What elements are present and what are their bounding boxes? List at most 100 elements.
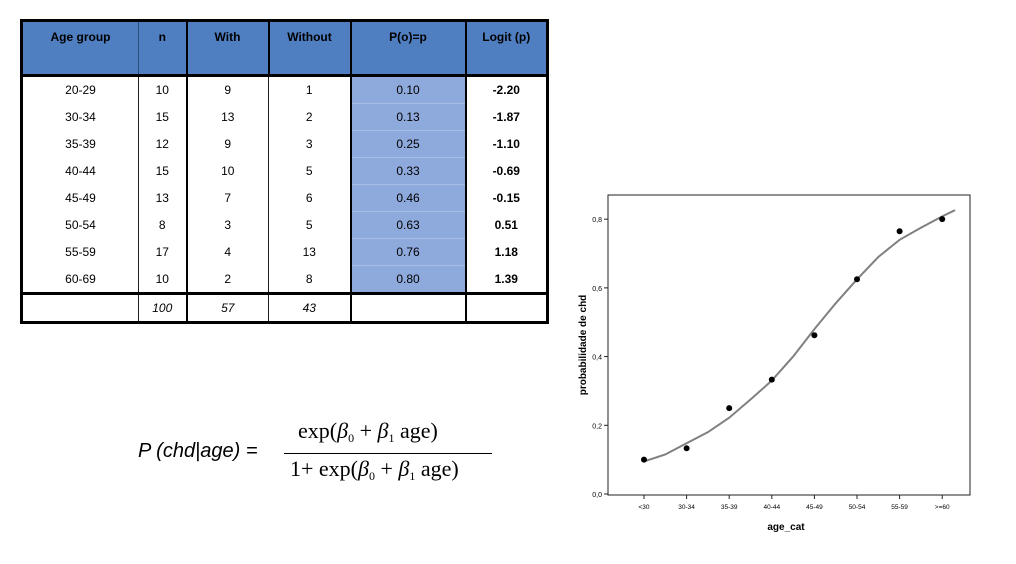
total-cell-label: [21, 292, 139, 323]
formula-sub1-den: 1: [409, 469, 416, 483]
age-group-cell: 50-54: [65, 218, 96, 232]
age-group-cell: 20-29: [65, 83, 96, 98]
formula-beta0: β: [337, 418, 349, 443]
logit-cell: 1.18: [494, 245, 518, 259]
data-point: [683, 445, 690, 452]
y-tick-label: 0,2: [592, 423, 602, 430]
table-row: 50-54 8 3 5 0.63 0.51: [22, 211, 548, 239]
x-tick-label: 55-59: [891, 504, 908, 511]
with-cell: 10: [185, 157, 269, 185]
without-cell: 3: [268, 130, 351, 158]
logit-cell: -1.10: [492, 137, 520, 151]
formula-sub1: 1: [388, 431, 395, 445]
age-group-cell: 35-39: [65, 137, 96, 151]
age-group-cell: 55-59: [65, 245, 96, 259]
age-group-cell: 60-69: [65, 271, 96, 286]
with-cell: 13: [185, 103, 269, 131]
x-tick-label: 30-34: [678, 504, 695, 511]
x-tick-label: 50-54: [849, 504, 866, 511]
table-row: 35-39 12 9 3 0.25 -1.10: [22, 130, 548, 158]
header-logit: Logit (p): [465, 20, 548, 77]
formula-exp-den: exp(: [318, 456, 359, 481]
formula-sub0-den: 0: [368, 469, 375, 483]
formula-beta0-den: β: [358, 456, 369, 481]
y-tick-label: 0,4: [592, 355, 602, 362]
data-point: [854, 276, 860, 283]
x-tick-label: <30: [638, 504, 649, 511]
table-row: 20-29 10 9 1 0.10 -2.20: [22, 75, 548, 104]
table-row: 45-49 13 7 6 0.46 -0.15: [22, 184, 548, 212]
age-group-cell: 45-49: [65, 191, 96, 205]
formula-sub0: 0: [348, 431, 355, 445]
p-cell: 0.63: [349, 211, 467, 239]
logit-cell: -0.69: [492, 164, 520, 178]
total-cell-n: 100: [138, 292, 187, 323]
probability-chart: 0,0 0,2 0,4 0,6 0,8 <30 30-34 35-39 40-44 45-49 5…: [578, 194, 971, 533]
age-group-table: Age group n With Without P(o)=p Logit (p…: [20, 19, 549, 324]
formula-age: age): [394, 418, 438, 443]
table-row: 60-69 10 2 8 0.80 1.39: [22, 265, 548, 294]
logistic-formula: P (chd|age) = exp(β0 + β1 age) 1+ exp(β0…: [138, 418, 518, 488]
n-cell: 10: [138, 265, 187, 294]
x-tick-label: 35-39: [721, 504, 738, 511]
data-point: [641, 456, 647, 463]
formula-plus: +: [354, 418, 378, 443]
without-cell: 8: [268, 265, 351, 294]
table-row: 55-59 17 4 13 0.76 1.18: [22, 238, 548, 266]
x-tick-label: 40-44: [763, 504, 780, 511]
n-cell: 13: [138, 184, 187, 212]
header-age-group: Age group: [21, 20, 139, 77]
formula-lhs: P (chd|age) =: [138, 440, 258, 462]
n-cell: 10: [138, 75, 187, 104]
total-cell-without: 43: [268, 292, 351, 323]
p-cell: 0.33: [349, 157, 467, 185]
y-tick-label: 0,6: [592, 286, 602, 293]
p-cell: 0.76: [349, 238, 467, 266]
formula-exp: exp(: [298, 418, 338, 443]
n-cell: 15: [138, 103, 187, 131]
x-axis: <30 30-34 35-39 40-44 45-49 50-54 55-59 >=60: [638, 495, 950, 511]
y-axis-label: probabilidade de chd: [578, 295, 589, 396]
age-group-cell: 30-34: [65, 110, 96, 124]
table-row: 30-34 15 13 2 0.13 -1.87: [22, 103, 548, 131]
formula-beta1: β: [377, 418, 389, 443]
total-cell-p: [349, 292, 467, 323]
with-cell: 3: [185, 211, 269, 239]
header-probability: P(o)=p: [349, 20, 467, 77]
without-cell: 6: [268, 184, 351, 212]
without-cell: 2: [268, 103, 351, 131]
logit-cell: 1.39: [494, 271, 518, 286]
n-cell: 8: [138, 211, 187, 239]
n-cell: 12: [138, 130, 187, 158]
x-tick-label: >=60: [935, 504, 950, 511]
without-cell: 13: [268, 238, 351, 266]
logit-cell: -2.20: [492, 83, 520, 98]
formula-beta1-den: β: [398, 456, 410, 481]
with-cell: 2: [185, 265, 269, 294]
data-point: [939, 216, 946, 223]
without-cell: 5: [268, 211, 351, 239]
without-cell: 1: [268, 75, 351, 104]
p-cell: 0.10: [349, 75, 467, 104]
p-cell: 0.13: [349, 103, 467, 131]
with-cell: 9: [185, 130, 269, 158]
table-header-row: Age group n With Without P(o)=p Logit (p…: [21, 20, 548, 77]
formula-one-plus: 1+: [290, 456, 319, 481]
y-tick-label: 0,8: [592, 217, 602, 224]
n-cell: 17: [138, 238, 187, 266]
data-point: [896, 228, 903, 235]
y-axis: 0,0 0,2 0,4 0,6 0,8: [592, 217, 608, 499]
with-cell: 4: [185, 238, 269, 266]
y-tick-label: 0,0: [592, 492, 602, 499]
logit-cell: 0.51: [494, 218, 518, 232]
formula-plus-den: +: [374, 456, 399, 481]
formula-numerator: exp(β0 + β1 age): [298, 418, 438, 446]
logit-cell: -1.87: [492, 110, 520, 124]
formula-age-den: age): [415, 456, 459, 481]
formula-fraction-bar: [284, 453, 492, 454]
p-cell: 0.80: [349, 265, 467, 294]
data-points: [641, 216, 946, 463]
table-row: 40-44 15 10 5 0.33 -0.69: [22, 157, 548, 185]
header-with: With: [185, 20, 270, 77]
table-total-row: 100 57 43: [21, 292, 548, 323]
